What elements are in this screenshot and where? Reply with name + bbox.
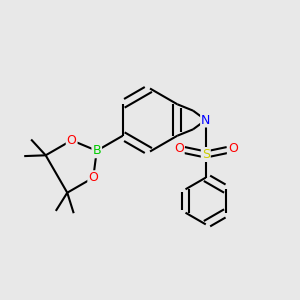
Text: O: O: [88, 171, 98, 184]
Text: N: N: [201, 113, 211, 127]
Text: O: O: [228, 142, 238, 155]
Text: O: O: [174, 142, 184, 155]
Text: S: S: [202, 148, 210, 161]
Text: O: O: [67, 134, 76, 147]
Text: B: B: [92, 144, 101, 157]
